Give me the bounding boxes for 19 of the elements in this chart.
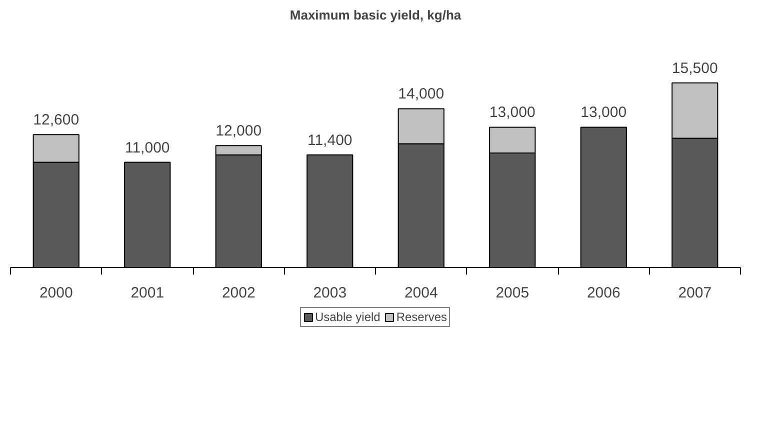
x-tick-label: 2000 [39, 284, 73, 302]
annotation: 14,000 [398, 86, 444, 103]
chart-title: Maximum basic yield, kg/ha [290, 8, 462, 22]
legend-label: Usable yield [314, 310, 380, 324]
x-tick-label: 2007 [678, 284, 712, 302]
legend-label: Reserves [396, 310, 448, 324]
x-tick-label: 2003 [313, 284, 347, 302]
x-tick-label: 2002 [222, 284, 256, 302]
annotation: 12,600 [33, 112, 80, 129]
annotation: 15,500 [672, 60, 718, 77]
x-tick-label: 2004 [404, 284, 438, 302]
annotation: 13,000 [580, 104, 627, 122]
x-tick-label: 2006 [586, 284, 620, 302]
annotation: 11,000 [124, 139, 170, 156]
annotation: 11,400 [307, 132, 352, 149]
annotation: 12,000 [216, 122, 262, 140]
annotation: 13,000 [489, 104, 536, 122]
x-tick-label: 2005 [496, 284, 530, 302]
x-tick-label: 2001 [130, 284, 164, 302]
